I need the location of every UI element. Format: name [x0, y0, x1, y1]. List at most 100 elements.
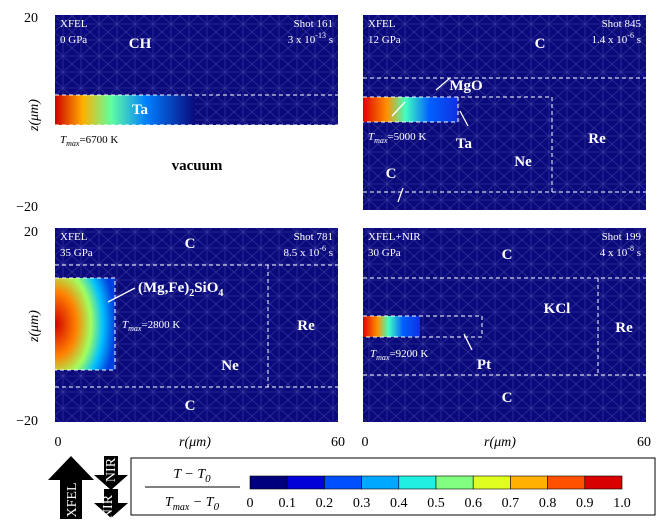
- colorbar-segment: [547, 475, 586, 490]
- colorbar-tick: 0: [247, 496, 254, 511]
- text: 8.5 x 10: [284, 247, 320, 259]
- panels: [55, 15, 646, 422]
- x-right: 60: [331, 435, 345, 450]
- colorbar-segment: [584, 475, 623, 490]
- region-label: MgO: [449, 78, 482, 94]
- colorbar-tick: 0.2: [316, 496, 334, 511]
- colorbar-tick: 0.9: [576, 496, 594, 511]
- cb-numerator: T − T0: [173, 467, 211, 485]
- region-label: Ta: [456, 136, 473, 152]
- colorbar-tick: 0.6: [464, 496, 482, 511]
- text: T: [122, 319, 129, 331]
- vacuum-area: [55, 125, 338, 210]
- region-label: Ta: [132, 102, 149, 118]
- text: =6700 K: [79, 134, 118, 146]
- region-label: C: [502, 390, 513, 406]
- panel-time: 4 x 10-8 s: [600, 244, 641, 259]
- panel-shot: Shot 199: [602, 231, 642, 243]
- tmax: Tmax=2800 K: [122, 319, 180, 333]
- text: max: [376, 353, 390, 362]
- y-axis-label: z(μm): [27, 310, 42, 343]
- text: (Mg,Fe): [138, 280, 189, 296]
- x-right: 60: [637, 435, 651, 450]
- text: -6: [319, 244, 326, 253]
- x-left: 0: [55, 435, 62, 450]
- colorbar-tick: 0.4: [390, 496, 408, 511]
- colorbar-segment: [435, 475, 474, 490]
- region-label: Re: [297, 318, 315, 334]
- text: =5000 K: [387, 131, 426, 143]
- panel-time: 1.4 x 10-6 s: [592, 31, 641, 46]
- colorbar-tick: 0.5: [427, 496, 445, 511]
- x-axis-label: r(μm): [484, 435, 516, 450]
- y-bottom: −20: [16, 414, 38, 429]
- text: max: [374, 136, 388, 145]
- panel-source: XFEL+NIR: [368, 231, 421, 243]
- cb-denominator: Tmax − T0: [165, 495, 220, 513]
- panel-source: XFEL: [60, 231, 88, 243]
- region-label: C: [386, 166, 397, 182]
- panel-pressure: 35 GPa: [60, 247, 93, 259]
- text: − T: [189, 495, 214, 510]
- region-label: CH: [129, 36, 152, 52]
- text: s: [634, 247, 641, 259]
- panel-pressure: 12 GPa: [368, 34, 401, 46]
- text: 1.4 x 10: [592, 34, 628, 46]
- panel-shot: Shot 161: [294, 18, 333, 30]
- text: s: [634, 34, 641, 46]
- colorbar-tick: 1.0: [613, 496, 631, 511]
- text: max: [173, 502, 190, 513]
- y-axis-label: z(μm): [27, 99, 42, 132]
- text: s: [326, 34, 333, 46]
- text: 0: [205, 473, 211, 485]
- text: max: [128, 324, 142, 333]
- text: s: [326, 247, 333, 259]
- colorbar-segment: [249, 475, 288, 490]
- panel-pressure: 0 GPa: [60, 34, 87, 46]
- text: -8: [627, 244, 634, 253]
- colorbar-tick: 0.1: [278, 496, 296, 511]
- beam-arrows: XFEL NIR NIR: [48, 456, 128, 519]
- xfel-beam: XFEL: [65, 483, 80, 518]
- colorbar-tick: 0.7: [502, 496, 520, 511]
- hot-zone: [55, 95, 195, 125]
- hot-zone: [363, 97, 458, 122]
- hot-zone: [55, 278, 115, 370]
- text: 2: [189, 288, 194, 299]
- nir-beam: NIR: [104, 457, 119, 482]
- region-label: Pt: [477, 357, 491, 373]
- x-left: 0: [362, 435, 369, 450]
- text: -13: [315, 31, 326, 40]
- region-label: C: [535, 36, 546, 52]
- colorbar-segment: [510, 475, 548, 490]
- tmax: Tmax=9200 K: [370, 348, 428, 362]
- text: T: [368, 131, 375, 143]
- axes: 20 −20 20 −20 z(μm) z(μm) 0 r(μm) 60 0 r…: [16, 11, 651, 450]
- colorbar-tick: 0.3: [353, 496, 371, 511]
- text: max: [66, 139, 80, 148]
- x-axis-label: r(μm): [179, 435, 211, 450]
- colorbar-segment: [472, 475, 511, 490]
- colorbar: T − T0 Tmax − T0 0 0.1 0.2 0.3 0.4 0.5 0.6 0.7 0…: [130, 457, 656, 516]
- text: T: [370, 348, 377, 360]
- text: =9200 K: [389, 348, 428, 360]
- panel-shot: Shot 845: [602, 18, 642, 30]
- region-label: Ne: [514, 154, 532, 170]
- tmax: Tmax=6700 K: [60, 134, 118, 148]
- hot-zone: [363, 316, 420, 337]
- region-label: Ne: [221, 358, 239, 374]
- y-top: 20: [24, 225, 38, 240]
- panel-time: 8.5 x 10-6 s: [284, 244, 333, 259]
- nir-beam: NIR: [101, 494, 116, 519]
- colorbar-strip: 0 0.1 0.2 0.3 0.4 0.5 0.6 0.7 0.8 0.9 1.0: [247, 475, 631, 511]
- colorbar-segment: [324, 475, 362, 490]
- text: 0: [214, 501, 220, 513]
- tmax: Tmax=5000 K: [368, 131, 426, 145]
- text: 3 x 10: [288, 34, 316, 46]
- colorbar-segment: [286, 475, 325, 490]
- text: =2800 K: [141, 319, 180, 331]
- region-label: (Mg,Fe)2SiO4: [138, 280, 223, 299]
- region-label: KCl: [544, 301, 571, 317]
